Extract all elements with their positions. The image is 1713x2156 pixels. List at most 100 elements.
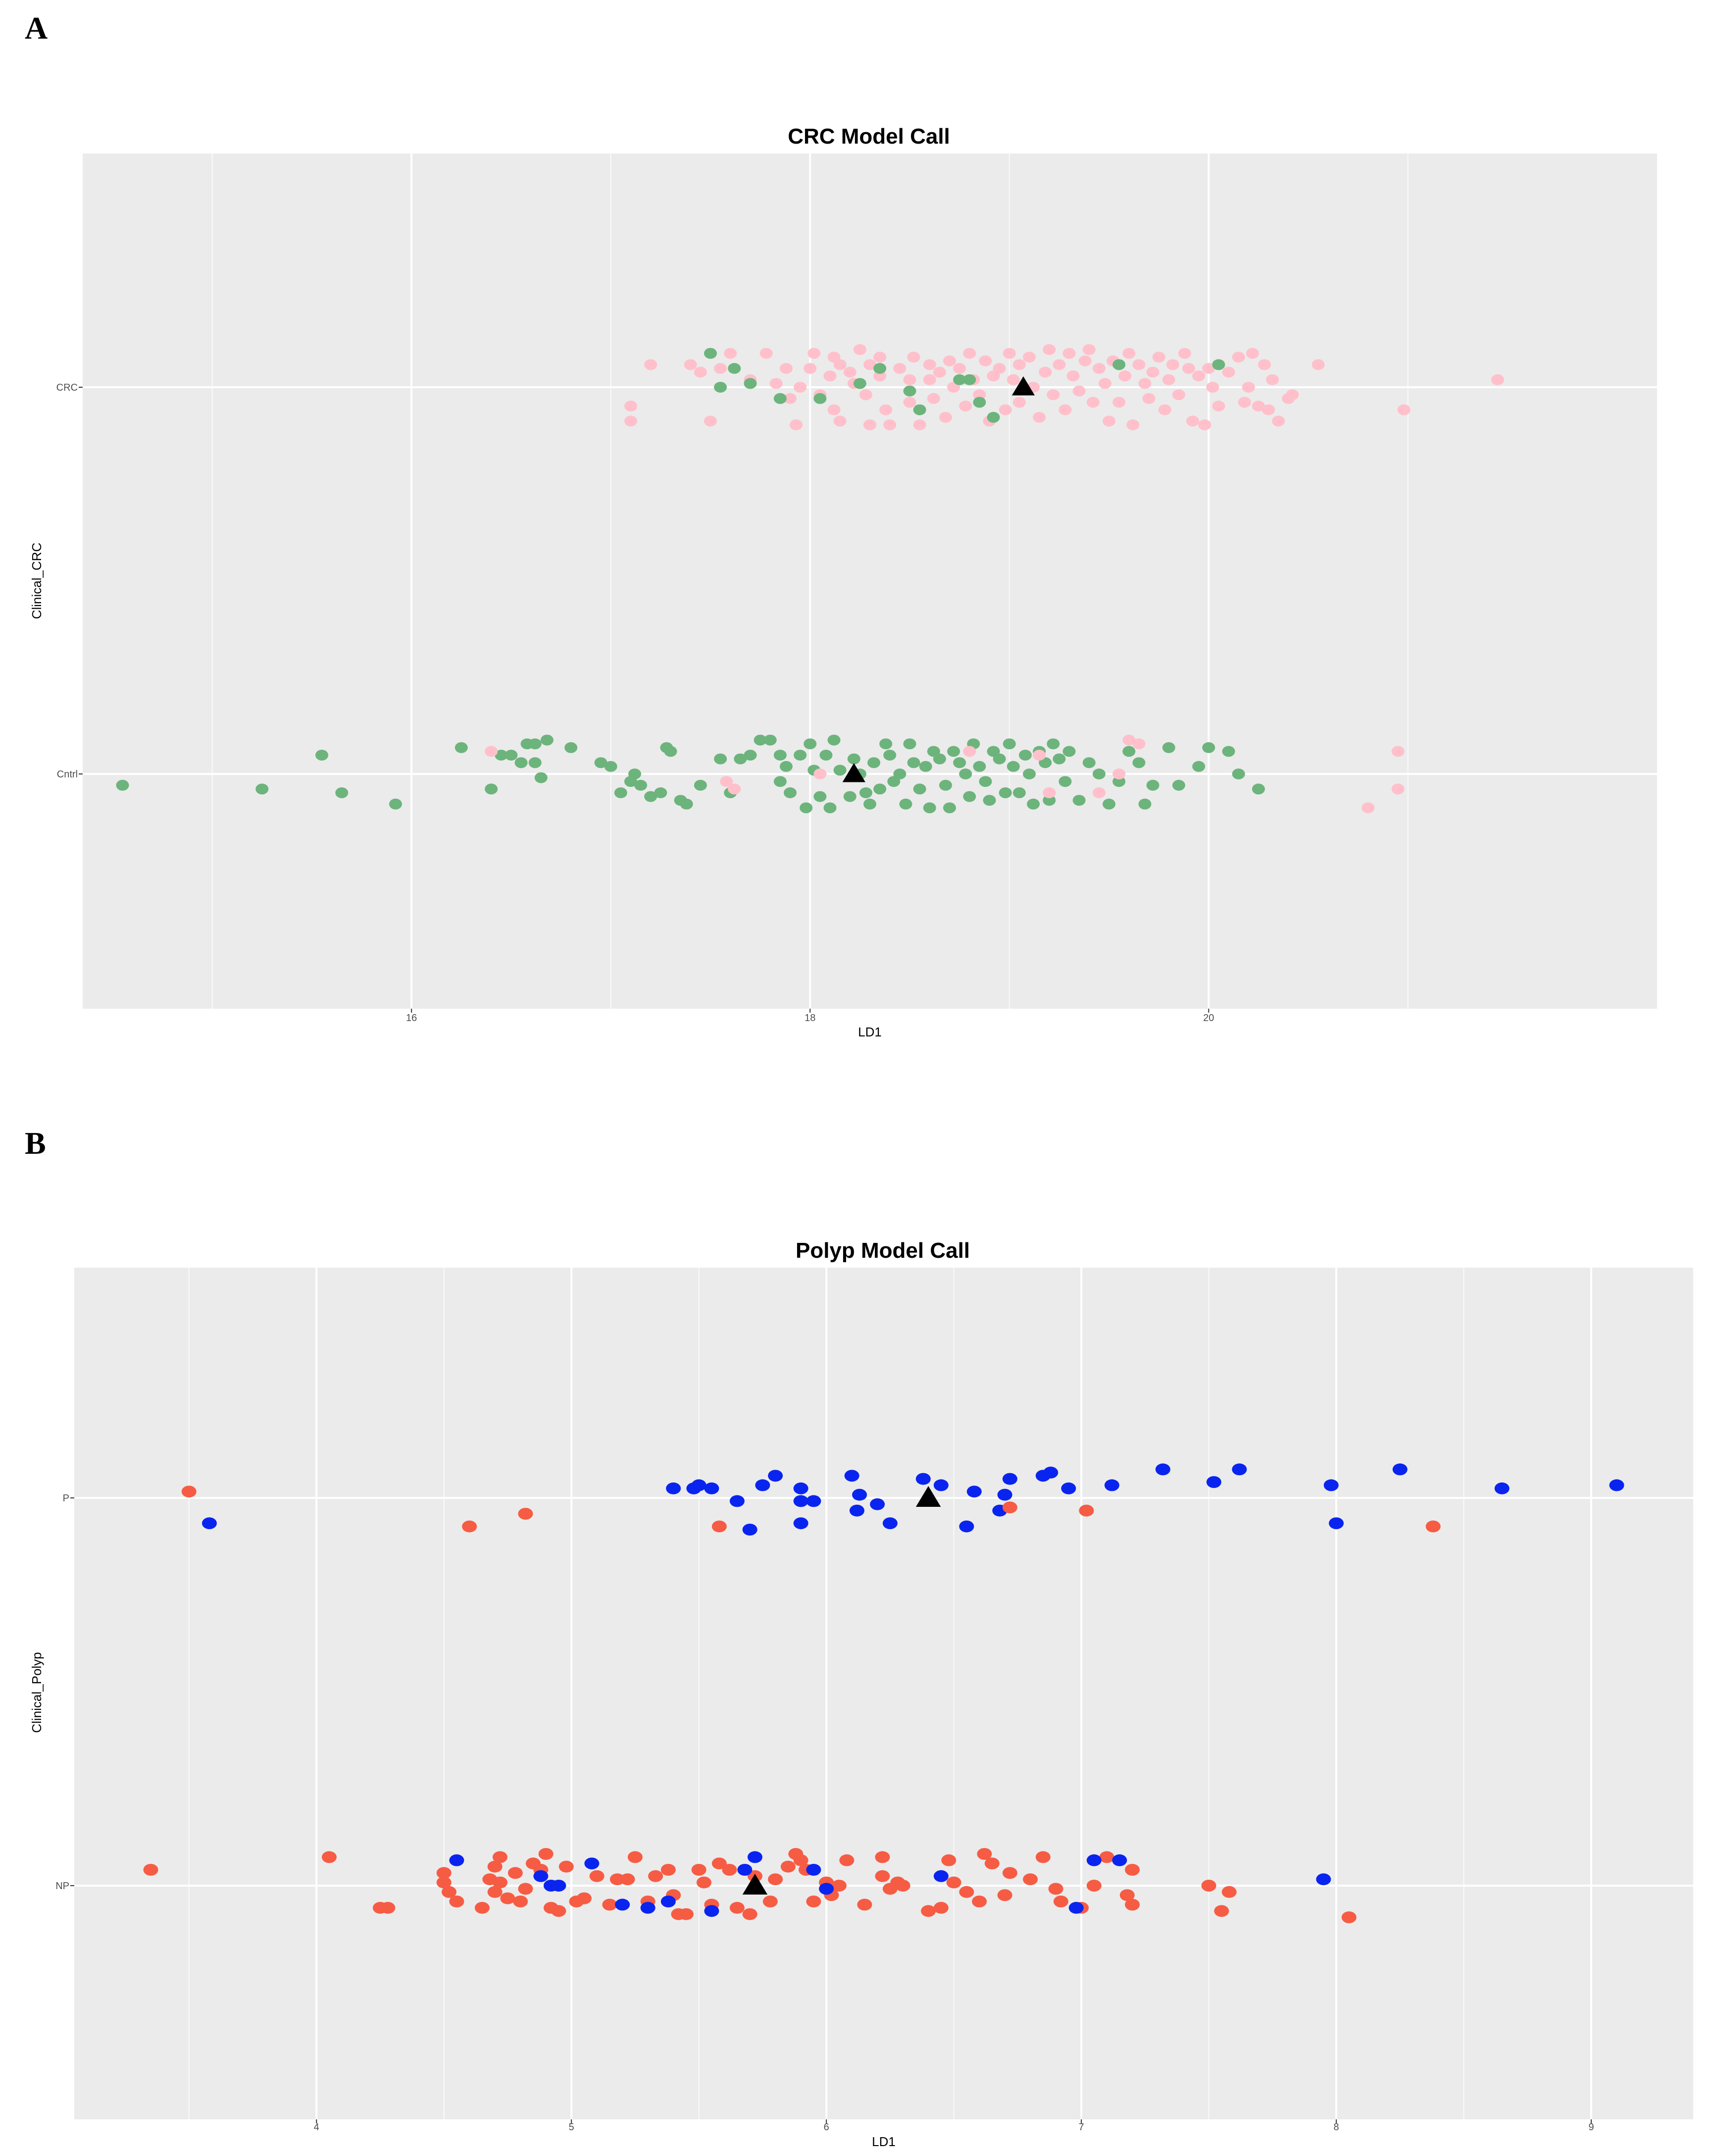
b-data-point-red — [857, 1899, 872, 1911]
b-data-point-blue — [1316, 1873, 1331, 1886]
panel-a-points — [116, 344, 1504, 814]
b-data-point-red — [602, 1899, 617, 1911]
a-data-point-pink — [1043, 787, 1056, 798]
b-data-point-red — [1035, 1851, 1051, 1863]
a-data-point-pink — [1058, 404, 1072, 415]
a-data-point-pink — [790, 419, 803, 430]
b-data-point-red — [711, 1857, 727, 1870]
b-data-point-blue — [1104, 1479, 1119, 1491]
b-data-point-red — [921, 1905, 936, 1917]
a-data-point-green — [779, 761, 793, 772]
b-y-tick-label: NP — [55, 1881, 69, 1892]
b-data-point-red — [933, 1901, 949, 1914]
b-data-point-red — [1086, 1880, 1102, 1892]
b-data-point-blue — [997, 1489, 1012, 1501]
a-data-point-green — [1212, 359, 1225, 370]
a-data-point-pink — [1086, 397, 1100, 408]
a-data-point-pink — [1098, 378, 1111, 389]
b-data-point-red — [997, 1889, 1012, 1901]
b-data-point-blue — [1068, 1901, 1084, 1914]
a-data-point-green — [1053, 753, 1066, 765]
b-data-point-red — [487, 1860, 503, 1873]
b-data-point-blue — [852, 1489, 867, 1501]
a-data-point-pink — [823, 370, 837, 382]
b-data-point-red — [441, 1886, 456, 1898]
b-data-point-red — [984, 1857, 1000, 1870]
a-data-point-green — [1232, 769, 1245, 779]
a-data-point-green — [728, 363, 741, 374]
a-data-point-pink — [1118, 370, 1132, 382]
a-data-point-pink — [1103, 415, 1116, 427]
panel-a-gridlines — [83, 154, 1657, 1009]
a-data-point-green — [534, 772, 548, 783]
b-x-tick-label: 7 — [1079, 2122, 1084, 2133]
b-data-point-blue — [844, 1470, 859, 1482]
panel-b-plot-background — [74, 1268, 1693, 2119]
a-data-point-green — [804, 738, 817, 750]
a-data-point-pink — [1072, 385, 1086, 397]
b-data-point-red — [941, 1854, 957, 1866]
a-data-point-green — [903, 738, 916, 750]
a-x-tick-label: 16 — [406, 1013, 417, 1024]
a-data-point-green — [1112, 776, 1126, 787]
a-data-point-green — [714, 382, 727, 393]
b-data-point-red — [959, 1886, 974, 1898]
b-data-point-blue — [449, 1854, 464, 1866]
a-data-point-green — [744, 750, 757, 761]
b-data-point-blue — [747, 1851, 762, 1863]
a-data-point-pink — [1122, 734, 1136, 746]
b-data-point-red — [1214, 1905, 1229, 1917]
a-data-point-green — [754, 734, 767, 746]
a-data-point-green — [813, 791, 827, 802]
b-data-point-red — [487, 1886, 503, 1898]
a-data-point-pink — [859, 389, 872, 401]
a-data-point-pink — [973, 389, 986, 401]
a-data-point-pink — [1178, 348, 1191, 359]
b-data-point-blue — [1155, 1463, 1170, 1476]
a-data-point-green — [963, 374, 976, 385]
b-data-point-red — [895, 1880, 910, 1892]
a-data-point-green — [594, 757, 607, 769]
a-data-point-pink — [907, 352, 920, 363]
a-data-point-green — [907, 757, 920, 769]
b-data-point-red — [576, 1892, 592, 1904]
a-data-point-pink — [624, 415, 637, 427]
b-data-point-blue — [1329, 1517, 1344, 1530]
a-data-point-pink — [694, 366, 707, 378]
a-data-point-pink — [1391, 783, 1405, 795]
a-data-point-green — [744, 378, 757, 389]
a-data-point-green — [933, 753, 946, 765]
a-data-point-pink — [813, 769, 827, 779]
panel-b-letter: B — [25, 1126, 46, 1161]
a-data-point-pink — [879, 404, 893, 415]
a-data-point-pink — [1012, 397, 1026, 408]
a-data-point-green — [1018, 750, 1032, 761]
b-data-point-red — [946, 1876, 961, 1889]
a-data-point-green — [867, 757, 881, 769]
a-data-point-green — [514, 757, 528, 769]
a-data-point-pink — [1078, 355, 1092, 366]
panel-a-plot-background — [83, 154, 1657, 1009]
a-data-point-green — [773, 750, 787, 761]
b-data-point-red — [507, 1867, 523, 1879]
a-data-point-green — [987, 411, 1000, 423]
a-data-point-pink — [943, 355, 957, 366]
b-data-point-red — [696, 1876, 711, 1889]
a-data-point-pink — [1232, 352, 1245, 363]
b-data-point-red — [839, 1854, 855, 1866]
b-data-point-blue — [660, 1896, 676, 1907]
a-data-point-pink — [963, 746, 976, 757]
b-data-point-red — [1053, 1896, 1068, 1907]
b-data-point-red — [589, 1870, 605, 1882]
b-data-point-red — [678, 1908, 694, 1920]
a-data-point-pink — [1047, 389, 1060, 401]
b-data-point-blue — [551, 1880, 566, 1892]
a-data-point-pink — [1166, 359, 1179, 370]
panel-a-axis-ticks: 16 18 20 Cntrl CRC — [56, 382, 1214, 1024]
a-data-point-pink — [1138, 378, 1152, 389]
a-data-point-pink — [1062, 348, 1076, 359]
a-data-point-pink — [728, 783, 741, 795]
a-data-point-green — [694, 779, 707, 791]
b-x-tick-label: 9 — [1588, 2122, 1594, 2133]
